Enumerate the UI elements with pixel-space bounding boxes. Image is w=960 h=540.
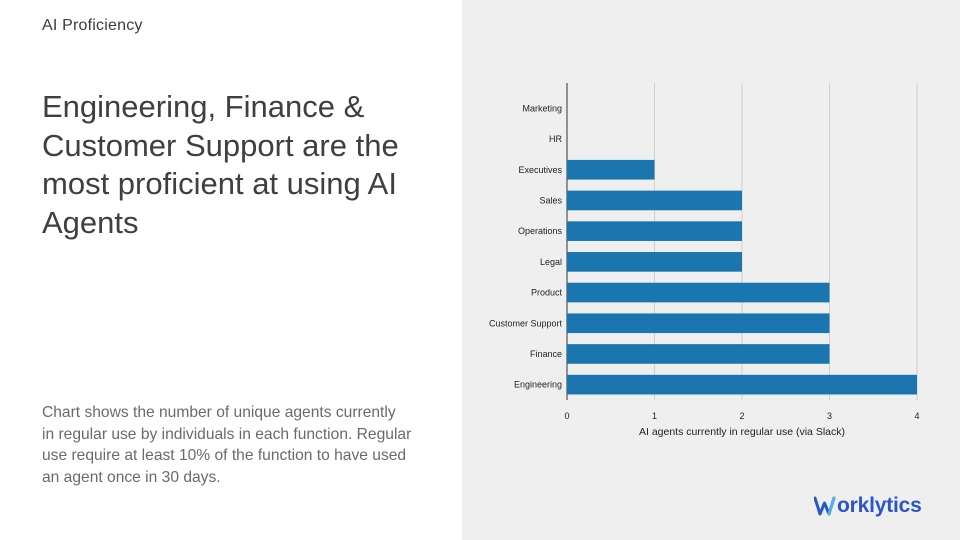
- category-label: Operations: [518, 226, 563, 236]
- x-tick-label: 3: [827, 411, 832, 421]
- category-label: HR: [549, 134, 562, 144]
- worklytics-logo: orklytics: [814, 494, 922, 518]
- x-tick-label: 1: [652, 411, 657, 421]
- bar: [567, 282, 830, 303]
- x-tick-label: 4: [914, 411, 919, 421]
- category-label: Engineering: [514, 380, 562, 390]
- x-tick-label: 0: [564, 411, 569, 421]
- bar-chart-svg: 0 1 2 3 4 Marketing HR Executives Sales Operation…: [489, 83, 920, 438]
- category-label: Finance: [530, 349, 562, 359]
- bar: [567, 252, 742, 272]
- category-label: Sales: [539, 195, 562, 205]
- bar: [567, 190, 742, 211]
- x-axis-title: AI agents currently in regular use (via …: [639, 426, 845, 438]
- chart-description: Chart shows the number of unique agents …: [42, 404, 412, 486]
- slide-title: Engineering, Finance & Customer Support …: [42, 89, 399, 240]
- category-label: Product: [531, 288, 563, 298]
- x-tick-label: 2: [739, 411, 744, 421]
- category-label: Legal: [540, 257, 562, 267]
- bar: [567, 159, 655, 180]
- left-panel: [0, 0, 462, 540]
- category-label: Customer Support: [489, 318, 563, 328]
- category-label: Executives: [518, 165, 562, 175]
- category-label: Marketing: [522, 103, 562, 113]
- section-label: AI Proficiency: [42, 17, 143, 34]
- logo-text: orklytics: [837, 494, 922, 517]
- bar: [567, 374, 917, 395]
- bar: [567, 313, 830, 334]
- worklytics-w-mark-icon: [814, 496, 836, 516]
- bar: [567, 221, 742, 241]
- bar: [567, 344, 830, 364]
- bar-chart: 0 1 2 3 4 Marketing HR Executives Sales Operation…: [462, 0, 960, 470]
